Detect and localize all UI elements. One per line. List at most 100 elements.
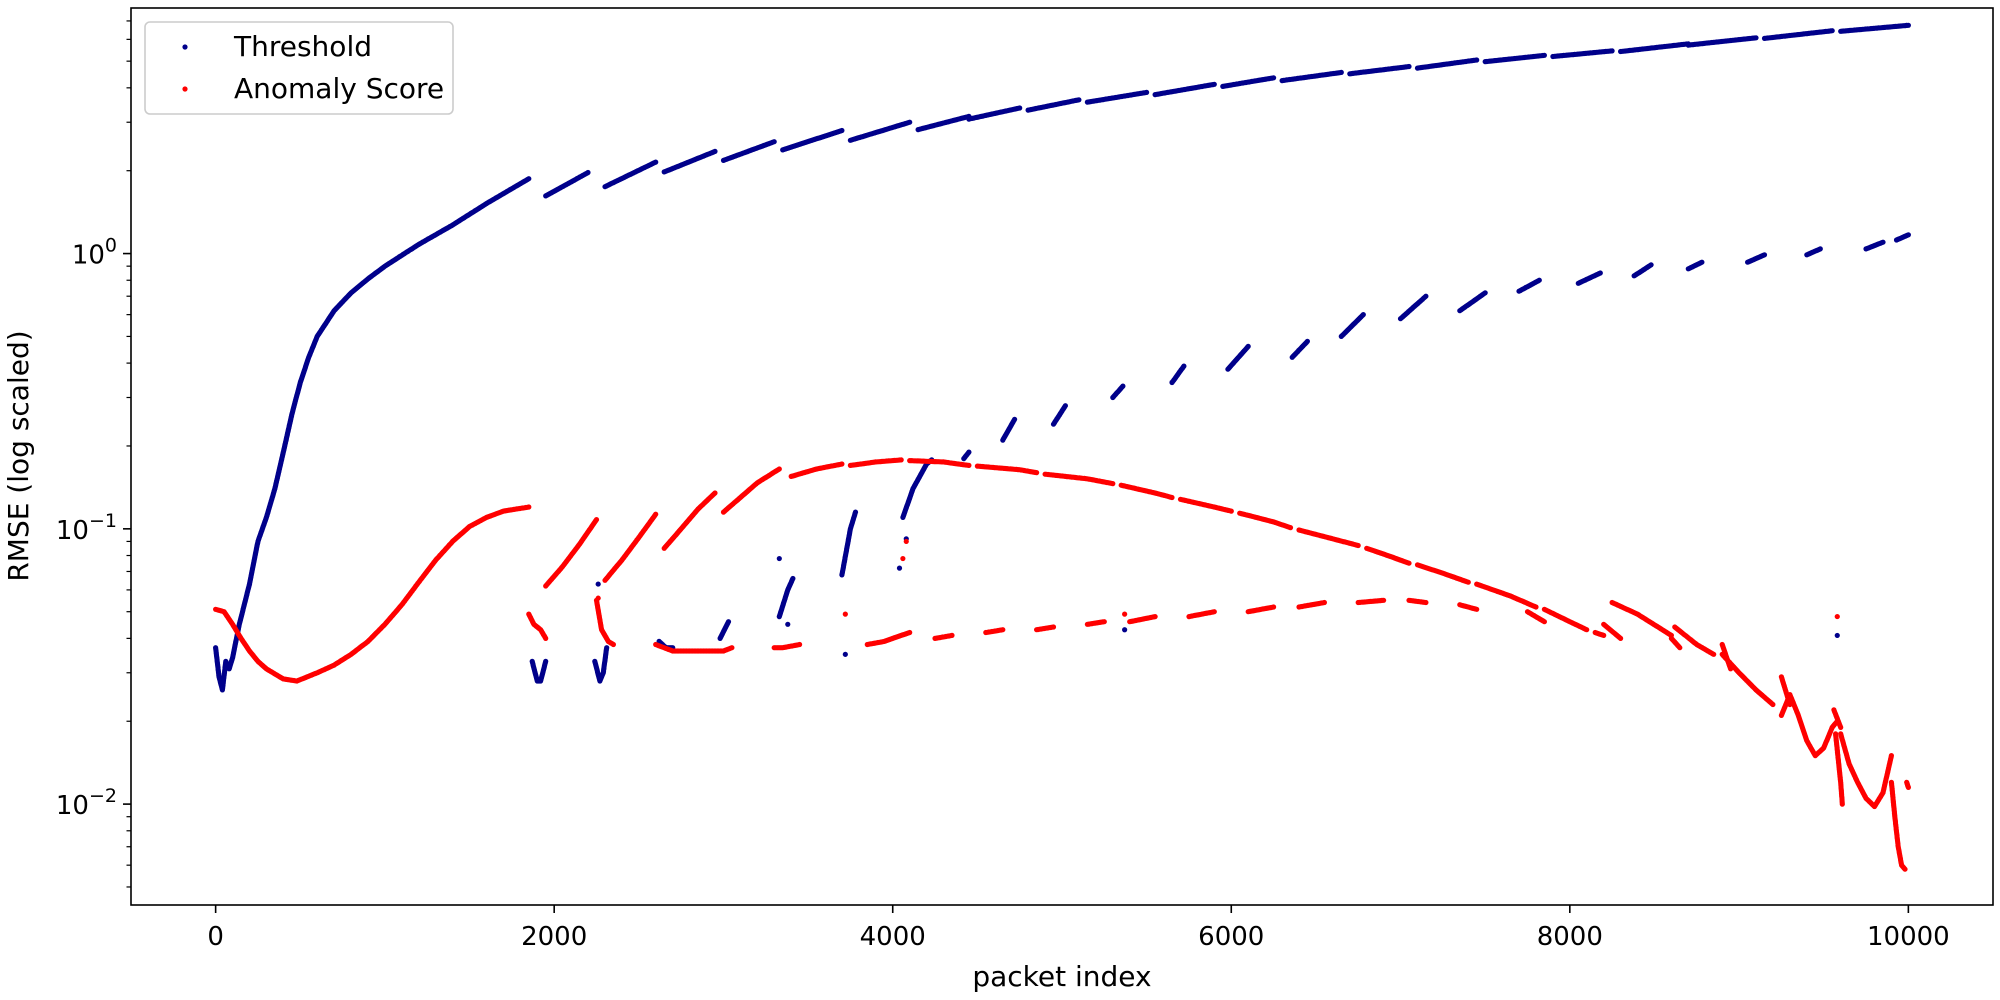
y-tick-label: 10−1 (56, 510, 117, 546)
data-point (526, 176, 532, 182)
data-point (543, 635, 549, 642)
data-point (1761, 252, 1768, 258)
data-point (604, 645, 610, 651)
data-point (595, 581, 601, 587)
data-point (1120, 383, 1126, 389)
data-point (839, 127, 845, 134)
data-point (966, 462, 972, 468)
data-point (1770, 701, 1776, 708)
data-point (1406, 560, 1412, 566)
x-tick-label: 4000 (860, 922, 926, 952)
data-point (543, 658, 549, 665)
data-point (1355, 542, 1361, 549)
plot-frame (130, 7, 1994, 906)
data-point (1245, 343, 1251, 349)
data-point (1584, 627, 1590, 633)
data-point (1834, 613, 1840, 620)
data-point (1101, 619, 1107, 625)
data-point (785, 621, 791, 627)
data-point (907, 119, 913, 125)
data-point (712, 490, 718, 496)
x-axis: 0 2000 4000 6000 8000 10000 (207, 905, 1950, 952)
data-point (949, 632, 955, 639)
data-point (1062, 403, 1068, 409)
data-point (1677, 645, 1683, 651)
data-point (1144, 89, 1150, 95)
data-point (1648, 262, 1654, 268)
data-point (653, 159, 659, 165)
y-tick-label: 100 (72, 235, 117, 271)
data-point (1181, 363, 1187, 369)
data-point (1017, 105, 1023, 111)
data-point (1753, 35, 1759, 41)
series-layer (213, 22, 1911, 872)
x-axis-label: packet index (972, 960, 1151, 993)
data-point (896, 565, 903, 571)
data-point (852, 509, 859, 515)
data-point (1000, 627, 1006, 633)
data-point (585, 169, 591, 176)
data-point (1381, 597, 1387, 603)
data-point (1474, 57, 1480, 63)
data-point (1482, 290, 1488, 296)
data-point (842, 611, 848, 617)
data-point (907, 629, 913, 636)
data-point (1228, 508, 1234, 514)
data-point (653, 511, 659, 517)
data-point (1711, 651, 1717, 657)
data-point (1321, 599, 1327, 606)
data-point (903, 538, 909, 545)
series-threshold (213, 22, 1911, 693)
x-tick-label: 8000 (1537, 922, 1603, 952)
data-point (593, 517, 600, 523)
data-point (842, 651, 848, 657)
series-anomaly-score (213, 457, 1911, 872)
data-point (725, 619, 732, 625)
data-point (712, 148, 718, 154)
legend-marker-threshold (182, 44, 188, 50)
data-point (1076, 97, 1082, 103)
data-point (1597, 270, 1603, 276)
legend-marker-anomaly-score (182, 86, 188, 92)
x-tick-label: 10000 (1867, 922, 1950, 952)
data-point (1338, 69, 1344, 75)
data-point (1618, 635, 1624, 642)
data-point (1541, 52, 1547, 58)
data-point (1423, 293, 1429, 299)
data-point (898, 457, 904, 463)
data-point (1829, 28, 1835, 34)
data-point (1728, 666, 1734, 672)
data-point (1834, 632, 1840, 639)
data-point (610, 641, 617, 648)
data-point (839, 461, 845, 467)
data-point (1152, 614, 1158, 620)
y-axis: 10−2 10−1 100 (56, 20, 131, 888)
data-point (1905, 232, 1911, 238)
data-point (1050, 624, 1057, 630)
data-point (1817, 246, 1823, 252)
data-point (1034, 470, 1040, 476)
legend: Threshold Anomaly Score (144, 21, 454, 115)
data-point (1880, 239, 1886, 245)
data-point (1012, 416, 1018, 422)
data-point (526, 504, 532, 510)
data-point (1423, 599, 1429, 606)
x-tick-label: 6000 (1198, 922, 1264, 952)
data-point (1474, 606, 1480, 612)
y-axis-label: RMSE (log scaled) (2, 330, 35, 581)
x-tick-label: 2000 (521, 922, 587, 952)
data-point (900, 555, 906, 562)
data-point (1541, 619, 1547, 625)
data-point (797, 641, 803, 648)
data-point (1360, 312, 1366, 318)
legend-label-anomaly-score: Anomaly Score (234, 72, 444, 105)
data-point (1122, 611, 1128, 617)
data-point (1601, 632, 1607, 639)
data-point (1609, 48, 1615, 54)
data-point (1902, 866, 1908, 872)
data-point (966, 449, 972, 455)
legend-label-threshold: Threshold (233, 30, 372, 63)
data-point (1211, 81, 1217, 87)
y-tick-label: 10−2 (56, 785, 117, 821)
data-point (729, 645, 735, 651)
